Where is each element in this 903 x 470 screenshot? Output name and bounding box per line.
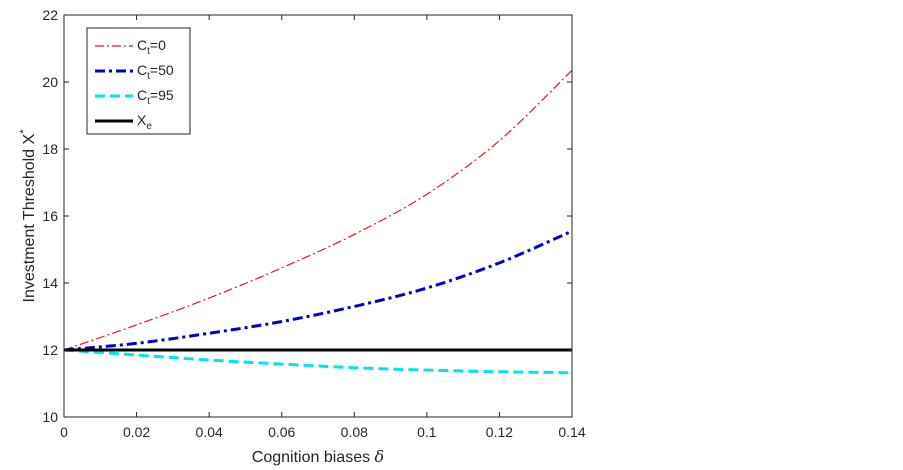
series-layer	[63, 69, 573, 375]
x-tick-label: 0.02	[123, 424, 150, 440]
y-tick-label: 18	[42, 141, 58, 157]
x-tick-label: 0.14	[558, 424, 585, 440]
x-axis-title: Cognition biases δ	[252, 447, 384, 466]
y-tick-label: 22	[42, 7, 58, 23]
x-tick-label: 0.06	[268, 424, 295, 440]
series-line-1	[63, 69, 573, 351]
legend-label-3: Ct=95	[137, 87, 174, 107]
x-tick-label: 0.1	[417, 424, 437, 440]
y-axis-title: Investment Threshold X*	[18, 129, 38, 303]
legend-label-1: Ct=0	[137, 37, 166, 57]
y-tick-label: 16	[42, 208, 58, 224]
legend-label-4: Xe	[137, 112, 152, 132]
y-tick-label: 12	[42, 342, 58, 358]
ticks-layer: 0 0.02 0.04 0.06 0.08 0.1 0.12 0.14 10 12 14 16 18 20…	[42, 7, 585, 440]
x-tick-label: 0	[60, 424, 68, 440]
legend: Ct=0 Ct=50 Ct=95 Xe	[86, 27, 191, 135]
y-tick-label: 10	[42, 409, 58, 425]
x-tick-label: 0.12	[486, 424, 513, 440]
legend-label-2: Ct=50	[137, 62, 174, 82]
series-line-3	[63, 348, 573, 375]
y-tick-label: 20	[42, 74, 58, 90]
y-tick-label: 14	[42, 275, 58, 291]
x-tick-label: 0.08	[341, 424, 368, 440]
series-line-2	[63, 229, 573, 352]
legend-box	[86, 27, 191, 135]
x-tick-label: 0.04	[196, 424, 223, 440]
